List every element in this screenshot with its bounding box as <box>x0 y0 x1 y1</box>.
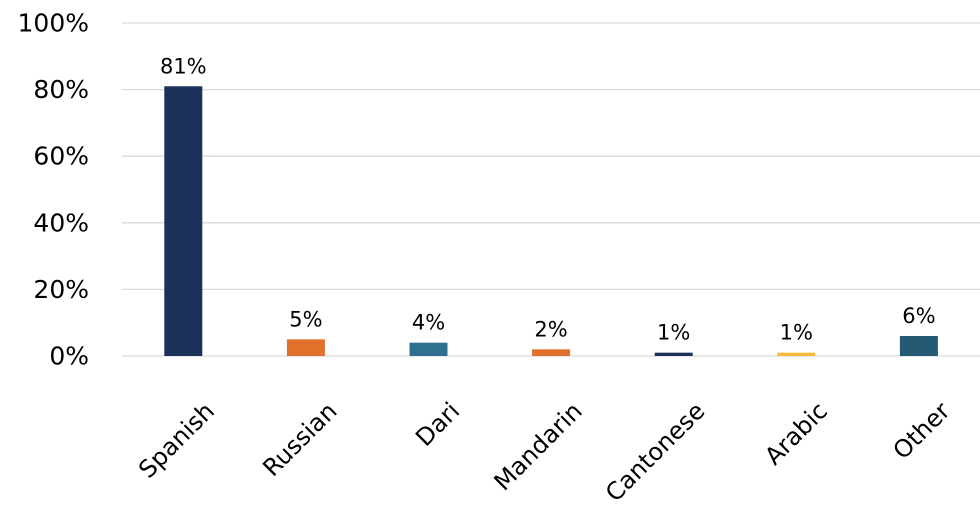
data-labels: 81% 5% 4% 2% 1% 1% 6% <box>160 54 936 344</box>
y-tick-label: 60% <box>33 142 89 171</box>
gridlines <box>122 22 980 357</box>
bars <box>164 86 938 357</box>
x-tick-label: Dari <box>410 397 465 452</box>
x-tick-label: Mandarin <box>489 397 588 496</box>
bar-arabic <box>777 352 816 356</box>
bar-dari <box>409 342 448 356</box>
bar-cantonese <box>654 352 693 356</box>
data-label: 81% <box>160 54 207 78</box>
x-tick-label: Other <box>888 397 956 465</box>
x-axis-category-labels: Spanish Russian Dari Mandarin Cantonese Arabi… <box>133 397 956 506</box>
bar-russian <box>286 339 325 356</box>
data-label: 2% <box>534 317 567 341</box>
y-tick-label: 0% <box>49 342 89 371</box>
y-tick-label: 80% <box>33 75 89 104</box>
bar-spanish <box>164 86 203 357</box>
x-tick-label: Spanish <box>133 397 220 484</box>
bar-mandarin <box>532 349 571 356</box>
x-tick-label: Arabic <box>759 397 833 471</box>
x-tick-label: Cantonese <box>600 397 710 506</box>
data-label: 5% <box>289 307 322 331</box>
y-tick-label: 100% <box>18 9 89 38</box>
bar-other <box>899 336 938 356</box>
data-label: 1% <box>657 321 690 345</box>
data-label: 4% <box>412 311 445 335</box>
x-tick-label: Russian <box>257 397 342 482</box>
y-axis-tick-labels: 0% 20% 40% 60% 80% 100% <box>18 9 89 371</box>
data-label: 6% <box>902 304 935 328</box>
data-label: 1% <box>780 321 813 345</box>
y-tick-label: 40% <box>33 208 89 237</box>
y-tick-label: 20% <box>33 275 89 304</box>
